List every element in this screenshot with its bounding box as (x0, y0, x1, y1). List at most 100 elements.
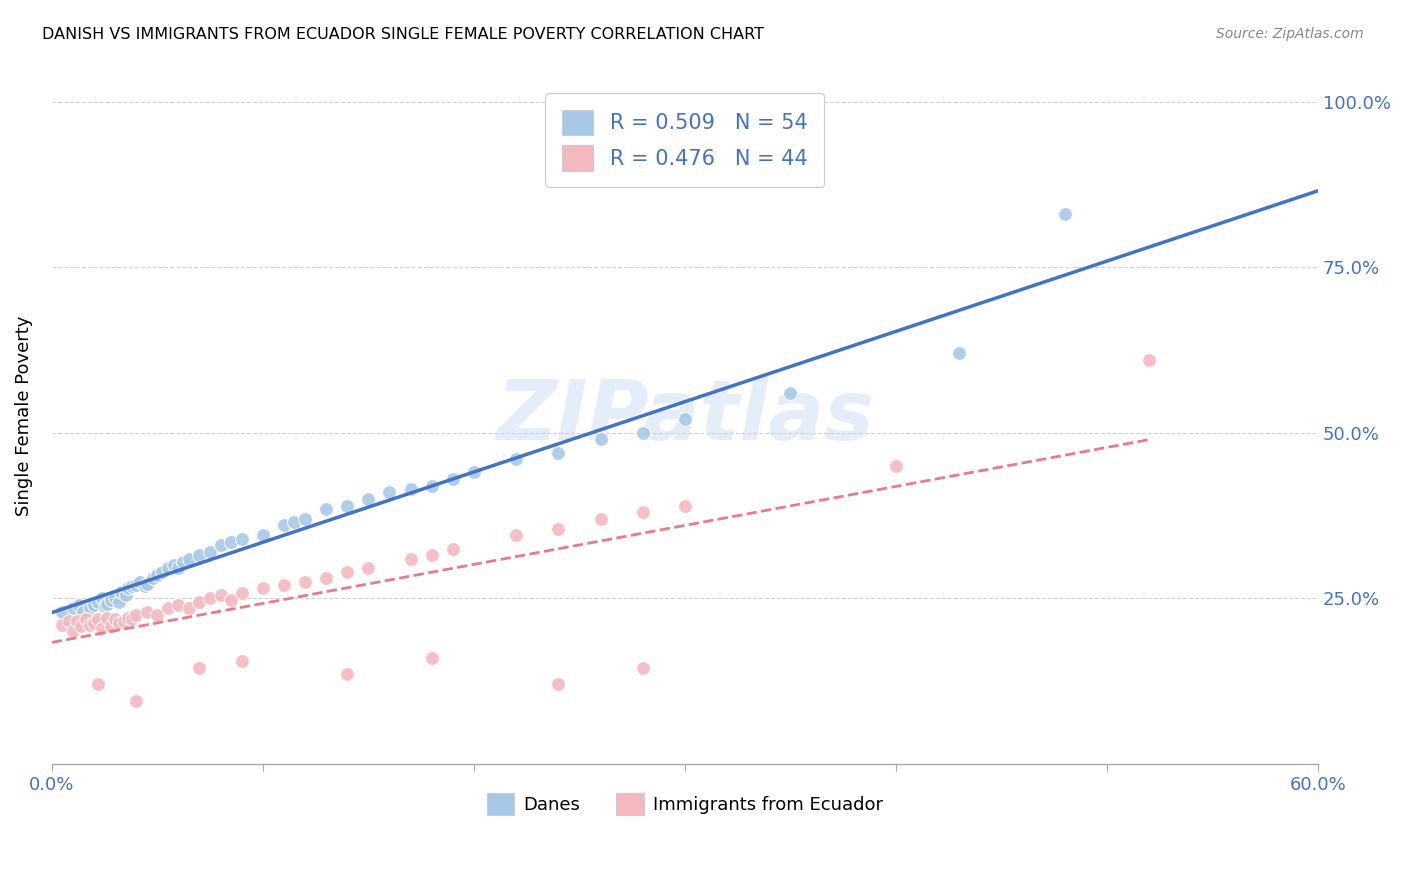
Point (70, 619, 93, 633)
Point (420, 651, 443, 665)
Point (188, 661, 211, 675)
Point (1137, 352, 1160, 367)
Point (104, 612, 127, 626)
Point (357, 561, 380, 575)
Point (399, 482, 422, 496)
Point (87, 677, 110, 691)
Point (121, 612, 143, 626)
Point (91, 621, 114, 635)
Point (198, 591, 221, 606)
Point (75, 612, 97, 626)
Point (156, 601, 179, 615)
Point (336, 499, 359, 513)
Point (336, 565, 359, 579)
Text: ZIPatlas: ZIPatlas (496, 376, 875, 457)
Point (505, 452, 527, 467)
Point (252, 528, 274, 542)
Point (188, 594, 211, 608)
Point (231, 654, 253, 668)
Point (177, 601, 200, 615)
Point (505, 528, 527, 542)
Point (108, 594, 131, 608)
Point (72, 605, 94, 619)
Point (884, 458, 907, 473)
Point (673, 499, 696, 513)
Point (315, 571, 337, 585)
Text: Source: ZipAtlas.com: Source: ZipAtlas.com (1216, 27, 1364, 41)
Point (135, 605, 157, 619)
Point (91, 591, 114, 606)
Point (1053, 207, 1076, 221)
Point (150, 565, 173, 579)
Point (62, 624, 84, 639)
Point (163, 558, 186, 573)
Point (121, 579, 143, 593)
Text: DANISH VS IMMIGRANTS FROM ECUADOR SINGLE FEMALE POVERTY CORRELATION CHART: DANISH VS IMMIGRANTS FROM ECUADOR SINGLE… (42, 27, 765, 42)
Point (198, 545, 221, 559)
Point (219, 535, 242, 549)
Point (167, 598, 190, 612)
Point (294, 512, 316, 526)
Point (100, 619, 122, 633)
Point (315, 501, 337, 516)
Point (87, 612, 110, 626)
Point (125, 607, 148, 622)
Point (631, 425, 654, 440)
Point (87, 594, 110, 608)
Point (146, 607, 169, 622)
Point (112, 615, 135, 629)
Point (273, 578, 295, 592)
Point (294, 574, 316, 589)
Point (589, 512, 612, 526)
Point (177, 551, 200, 566)
Point (779, 386, 801, 401)
Point (219, 592, 242, 607)
Point (188, 548, 211, 562)
Point (79, 617, 101, 632)
Point (463, 466, 485, 480)
Point (51, 617, 73, 632)
Point (631, 661, 654, 675)
Point (104, 590, 127, 604)
Point (378, 485, 401, 500)
Point (231, 532, 253, 546)
Point (100, 592, 122, 607)
Point (67, 598, 90, 612)
Point (110, 584, 132, 599)
Point (589, 433, 612, 447)
Point (83, 598, 105, 612)
Point (209, 588, 232, 602)
Point (156, 561, 179, 575)
Point (336, 667, 359, 681)
Point (62, 601, 84, 615)
Point (96, 597, 118, 611)
Point (273, 518, 295, 533)
Point (93, 599, 115, 614)
Point (252, 582, 274, 596)
Point (399, 551, 422, 566)
Point (83, 616, 105, 631)
Point (125, 578, 148, 592)
Point (146, 568, 169, 582)
Point (96, 611, 118, 625)
Point (948, 346, 970, 360)
Point (357, 491, 380, 506)
Point (51, 605, 73, 619)
Legend: Danes, Immigrants from Ecuador: Danes, Immigrants from Ecuador (478, 784, 891, 824)
Point (125, 694, 148, 708)
Point (547, 677, 569, 691)
Point (114, 588, 136, 602)
Point (231, 586, 253, 600)
Point (441, 541, 464, 556)
Point (108, 615, 131, 630)
Point (66, 615, 89, 629)
Point (547, 522, 569, 536)
Point (441, 472, 464, 486)
Point (172, 555, 194, 569)
Point (117, 582, 139, 596)
Point (283, 515, 305, 529)
Point (135, 576, 157, 591)
Point (167, 561, 190, 575)
Point (631, 505, 654, 519)
Point (79, 601, 101, 615)
